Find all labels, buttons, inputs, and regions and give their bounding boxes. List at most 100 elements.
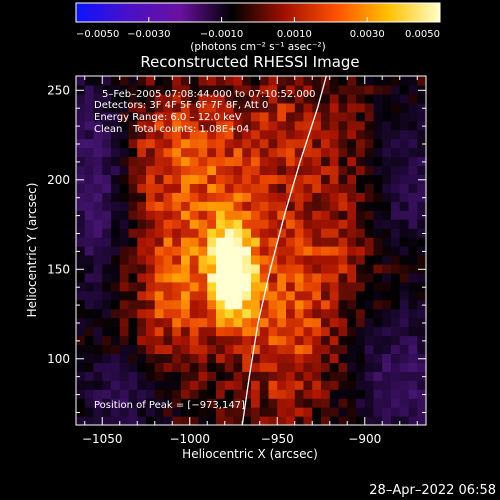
heatmap-cell <box>172 290 182 301</box>
heatmap-cell <box>399 228 410 238</box>
heatmap-cell <box>102 290 112 301</box>
heatmap-cell <box>224 93 235 104</box>
heatmap-cell <box>251 147 261 158</box>
heatmap-cell <box>233 174 243 184</box>
heatmap-cell <box>356 129 366 140</box>
heatmap-cell <box>93 192 103 202</box>
heatmap-cell <box>128 93 138 104</box>
heatmap-cell <box>198 120 208 131</box>
heatmap-cell <box>417 344 426 355</box>
heatmap-cell <box>399 272 410 283</box>
heatmap-cell <box>146 93 156 104</box>
heatmap-cell <box>163 228 173 238</box>
heatmap-cell <box>242 192 252 202</box>
heatmap-cell <box>286 246 296 256</box>
heatmap-cell <box>93 183 103 193</box>
heatmap-cell <box>321 317 331 328</box>
heatmap-cell <box>259 210 270 220</box>
heatmap-cell <box>259 317 270 328</box>
heatmap-cell <box>356 174 366 184</box>
annotation-time-range: 5–Feb–2005 07:08:44.000 to 07:10:52.000 <box>102 89 315 100</box>
heatmap-cell <box>329 183 340 193</box>
heatmap-cell <box>128 317 138 328</box>
heatmap-cell <box>154 362 165 372</box>
heatmap-cell <box>364 138 375 149</box>
heatmap-cell <box>242 219 252 229</box>
heatmap-cell <box>391 326 401 337</box>
heatmap-cell <box>189 111 200 122</box>
heatmap-cell <box>399 174 410 184</box>
heatmap-cell <box>382 111 392 122</box>
heatmap-cell <box>347 344 357 355</box>
heatmap-cell <box>181 174 191 184</box>
heatmap-cell <box>294 129 305 140</box>
heatmap-cell <box>93 93 103 104</box>
heatmap-cell <box>181 281 191 292</box>
heatmap-cell <box>198 353 208 363</box>
heatmap-cell <box>216 165 226 176</box>
heatmap-cell <box>154 281 165 292</box>
heatmap-cell <box>347 317 357 328</box>
heatmap-cell <box>294 120 305 131</box>
heatmap-cell <box>111 192 121 202</box>
heatmap-cell <box>198 335 208 346</box>
heatmap-cell <box>181 299 191 310</box>
heatmap-cell <box>303 299 313 310</box>
heatmap-cell <box>329 111 340 122</box>
heatmap-cell <box>294 317 305 328</box>
heatmap-cell <box>399 389 410 399</box>
heatmap-cell <box>102 201 112 211</box>
heatmap-cell <box>356 353 366 363</box>
heatmap-cell <box>216 102 226 113</box>
heatmap-cell <box>303 344 313 355</box>
heatmap-cell <box>207 237 217 247</box>
heatmap-cell <box>338 192 348 202</box>
heatmap-cell <box>207 192 217 202</box>
heatmap-cell <box>84 317 95 328</box>
heatmap-cell <box>207 335 217 346</box>
heatmap-cell <box>128 138 138 149</box>
heatmap-cell <box>207 272 217 283</box>
heatmap-cell <box>233 254 243 265</box>
heatmap-cell <box>294 335 305 346</box>
heatmap-cell <box>259 272 270 283</box>
heatmap-cell <box>93 398 103 408</box>
heatmap-cell <box>233 416 243 425</box>
heatmap-cell <box>189 165 200 176</box>
heatmap-cell <box>364 174 375 184</box>
heatmap-cell <box>251 174 261 184</box>
heatmap-cell <box>216 192 226 202</box>
heatmap-cell <box>321 344 331 355</box>
heatmap-cell <box>259 192 270 202</box>
heatmap-cell <box>399 93 410 104</box>
heatmap-cell <box>154 129 165 140</box>
heatmap-cell <box>216 416 226 425</box>
heatmap-cell <box>216 326 226 337</box>
heatmap-cell <box>102 219 112 229</box>
heatmap-cell <box>102 326 112 337</box>
heatmap-cell <box>399 102 410 113</box>
heatmap-cell <box>373 120 383 131</box>
heatmap-cell <box>189 308 200 319</box>
heatmap-cell <box>286 344 296 355</box>
heatmap-cell <box>172 111 182 122</box>
heatmap-cell <box>417 335 426 346</box>
heatmap-cell <box>189 174 200 184</box>
heatmap-cell <box>391 246 401 256</box>
heatmap-cell <box>268 156 278 167</box>
heatmap-cell <box>329 290 340 301</box>
heatmap-cell <box>93 272 103 283</box>
heatmap-cell <box>251 362 261 372</box>
heatmap-cell <box>128 416 138 425</box>
heatmap-cell <box>251 219 261 229</box>
heatmap-cell <box>312 76 322 86</box>
heatmap-cell <box>181 147 191 158</box>
heatmap-cell <box>198 156 208 167</box>
heatmap-cell <box>128 237 138 247</box>
heatmap-cell <box>224 138 235 149</box>
heatmap-cell <box>417 156 426 167</box>
heatmap-cell <box>233 165 243 176</box>
heatmap-cell <box>119 398 130 408</box>
heatmap-cell <box>391 76 401 86</box>
heatmap-cell <box>364 165 375 176</box>
